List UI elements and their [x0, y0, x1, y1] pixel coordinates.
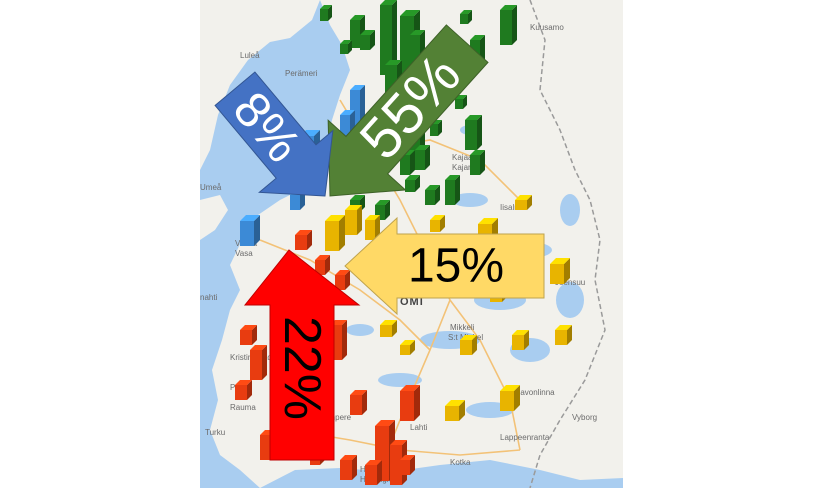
place-joensuu: Joensuu [555, 278, 585, 287]
place-rauma: Rauma [230, 403, 256, 412]
place-vasa: Vasa [235, 249, 253, 258]
map-panel: Luleå Perämeri Kajaani Kajana Vaasa Vasa… [200, 0, 623, 488]
map-canvas: Luleå Perämeri Kajaani Kajana Vaasa Vasa… [200, 0, 623, 488]
arrow-15-label: 15% [408, 240, 504, 293]
yellow-bar-column [365, 215, 380, 240]
blue-bar-column [240, 215, 260, 246]
place-kotka: Kotka [450, 458, 471, 467]
red-bar-column [240, 325, 257, 345]
yellow-bar-column [430, 215, 445, 232]
green-bar-column [360, 30, 375, 50]
red-bar-column [400, 455, 415, 475]
green-bar-column [415, 145, 430, 170]
place-nahti: nahti [200, 293, 218, 302]
green-bar-column [340, 40, 352, 54]
sweden-land [200, 0, 320, 170]
red-bar-column [340, 455, 357, 480]
arrow-22 [243, 249, 361, 461]
place-tampere: Tampere [320, 413, 352, 422]
yellow-bar-column [515, 195, 532, 210]
place-mikkeli: Mikkeli [450, 323, 475, 332]
yellow-bar-column [400, 340, 415, 355]
place-kajana: Kajana [452, 163, 477, 172]
place-umea: Umeå [200, 183, 222, 192]
place-suomi: OMI [400, 296, 424, 308]
yellow-bar-column [550, 258, 570, 284]
red-bar-column [315, 255, 330, 275]
red-bar-column [250, 345, 267, 380]
arrow-55 [327, 24, 489, 197]
yellow-bar-column [325, 215, 345, 251]
red-bar-column [400, 385, 420, 421]
red-bar-column [235, 380, 252, 400]
place-kuusamo: Kuusamo [530, 23, 564, 32]
yellow-bar-column [345, 205, 362, 235]
red-bar-column [335, 270, 350, 290]
green-bar-column [470, 150, 485, 175]
red-bar-column [295, 230, 312, 250]
yellow-bar-column [460, 335, 477, 355]
red-bar-column [350, 390, 367, 415]
arrow-15 [344, 216, 545, 316]
yellow-bar-column [380, 320, 397, 337]
arrow-22-label: 22% [273, 316, 331, 420]
yellow-bar-column [512, 330, 529, 350]
arrows-layer: 55%8%15%22% [214, 24, 545, 461]
green-bar-column [445, 175, 460, 205]
place-lulea: Luleå [240, 51, 260, 60]
green-bar-column [460, 10, 472, 24]
green-bar-column [380, 0, 397, 75]
place-lahti: Lahti [410, 423, 428, 432]
green-bar-column [375, 200, 390, 220]
green-bar-column [500, 5, 517, 45]
place-vyborg: Vyborg [572, 413, 597, 422]
yellow-bar-column [555, 325, 572, 345]
green-bar-column [465, 115, 482, 150]
place-perameri: Perämeri [285, 69, 318, 78]
island-land [200, 195, 228, 240]
green-bar-column [425, 185, 440, 205]
yellow-bar-column [500, 385, 520, 411]
red-bar-column [365, 460, 382, 485]
place-iisalmi: Iisalmi [500, 203, 523, 212]
green-bar-column [320, 5, 332, 21]
red-bar-column [330, 320, 347, 360]
place-lappeenranta: Lappeenranta [500, 433, 550, 442]
green-bar-column [405, 175, 420, 192]
yellow-bar-column [445, 400, 465, 421]
place-kajaani: Kajaani [452, 153, 479, 162]
arrow-8 [214, 71, 334, 197]
national-border [529, 0, 606, 488]
place-savonlinna: Savonlinna [515, 388, 555, 397]
place-turku: Turku [205, 428, 225, 437]
